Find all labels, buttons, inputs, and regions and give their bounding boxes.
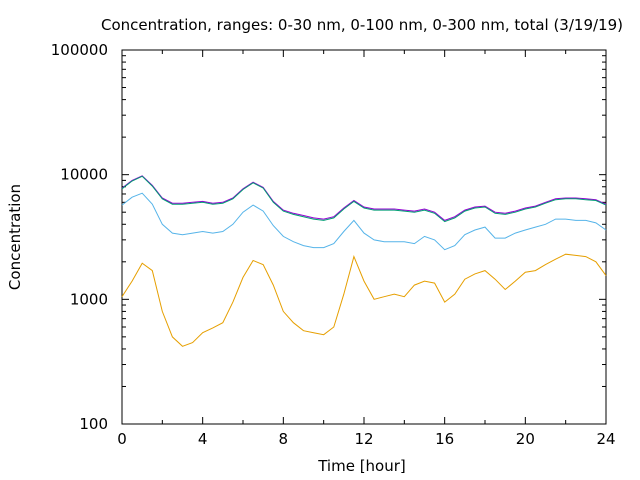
y-axis-label: Concentration	[6, 184, 24, 290]
x-tick-label: 4	[198, 430, 208, 448]
series-lines	[121, 175, 607, 347]
x-tick-label: 20	[516, 430, 535, 448]
x-tick-label: 8	[279, 430, 289, 448]
plot-area-border	[121, 49, 607, 425]
y-tick-label: 100	[79, 415, 108, 433]
x-tick-label: 16	[435, 430, 454, 448]
plot-frame	[121, 49, 607, 425]
x-tick-label: 12	[354, 430, 373, 448]
y-tick-label: 10000	[60, 166, 108, 184]
series-line-4	[121, 253, 607, 347]
x-tick-label: 0	[117, 430, 127, 448]
x-axis: 0 4 8 12 16 20 24	[117, 50, 616, 448]
x-axis-label: Time [hour]	[317, 457, 406, 475]
y-tick-label: 1000	[70, 290, 108, 308]
series-line-1	[121, 175, 607, 221]
series-line-3	[121, 192, 607, 251]
y-axis: 100 1000 10000 100000	[51, 41, 606, 433]
x-tick-label: 24	[596, 430, 615, 448]
series-line-2	[121, 175, 607, 223]
chart-title: Concentration, ranges: 0-30 nm, 0-100 nm…	[101, 16, 623, 34]
y-tick-label: 100000	[51, 41, 108, 59]
